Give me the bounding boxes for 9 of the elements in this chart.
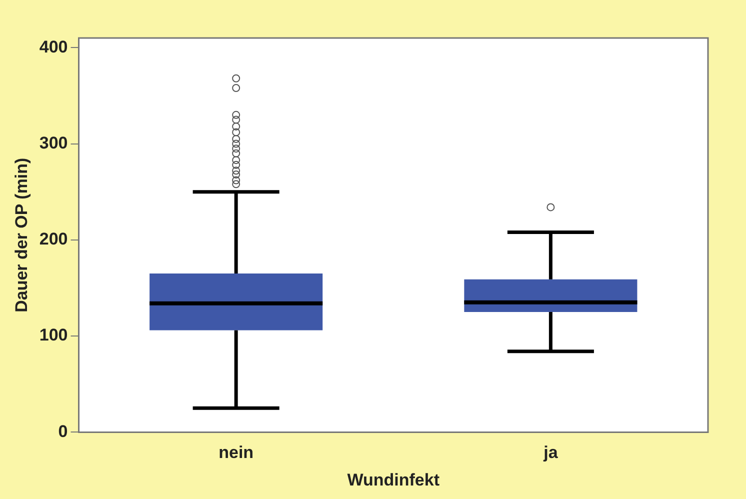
y-axis-title: Dauer der OP (min) [12,158,31,312]
x-tick-label: nein [218,443,254,462]
y-tick-label: 200 [39,230,68,249]
y-tick-label: 400 [39,37,68,56]
x-tick-label: ja [542,443,558,462]
y-tick-label: 300 [39,133,68,152]
y-tick-label: 0 [58,422,68,441]
y-tick-label: 100 [39,326,68,345]
x-axis-title: Wundinfekt [347,470,440,490]
